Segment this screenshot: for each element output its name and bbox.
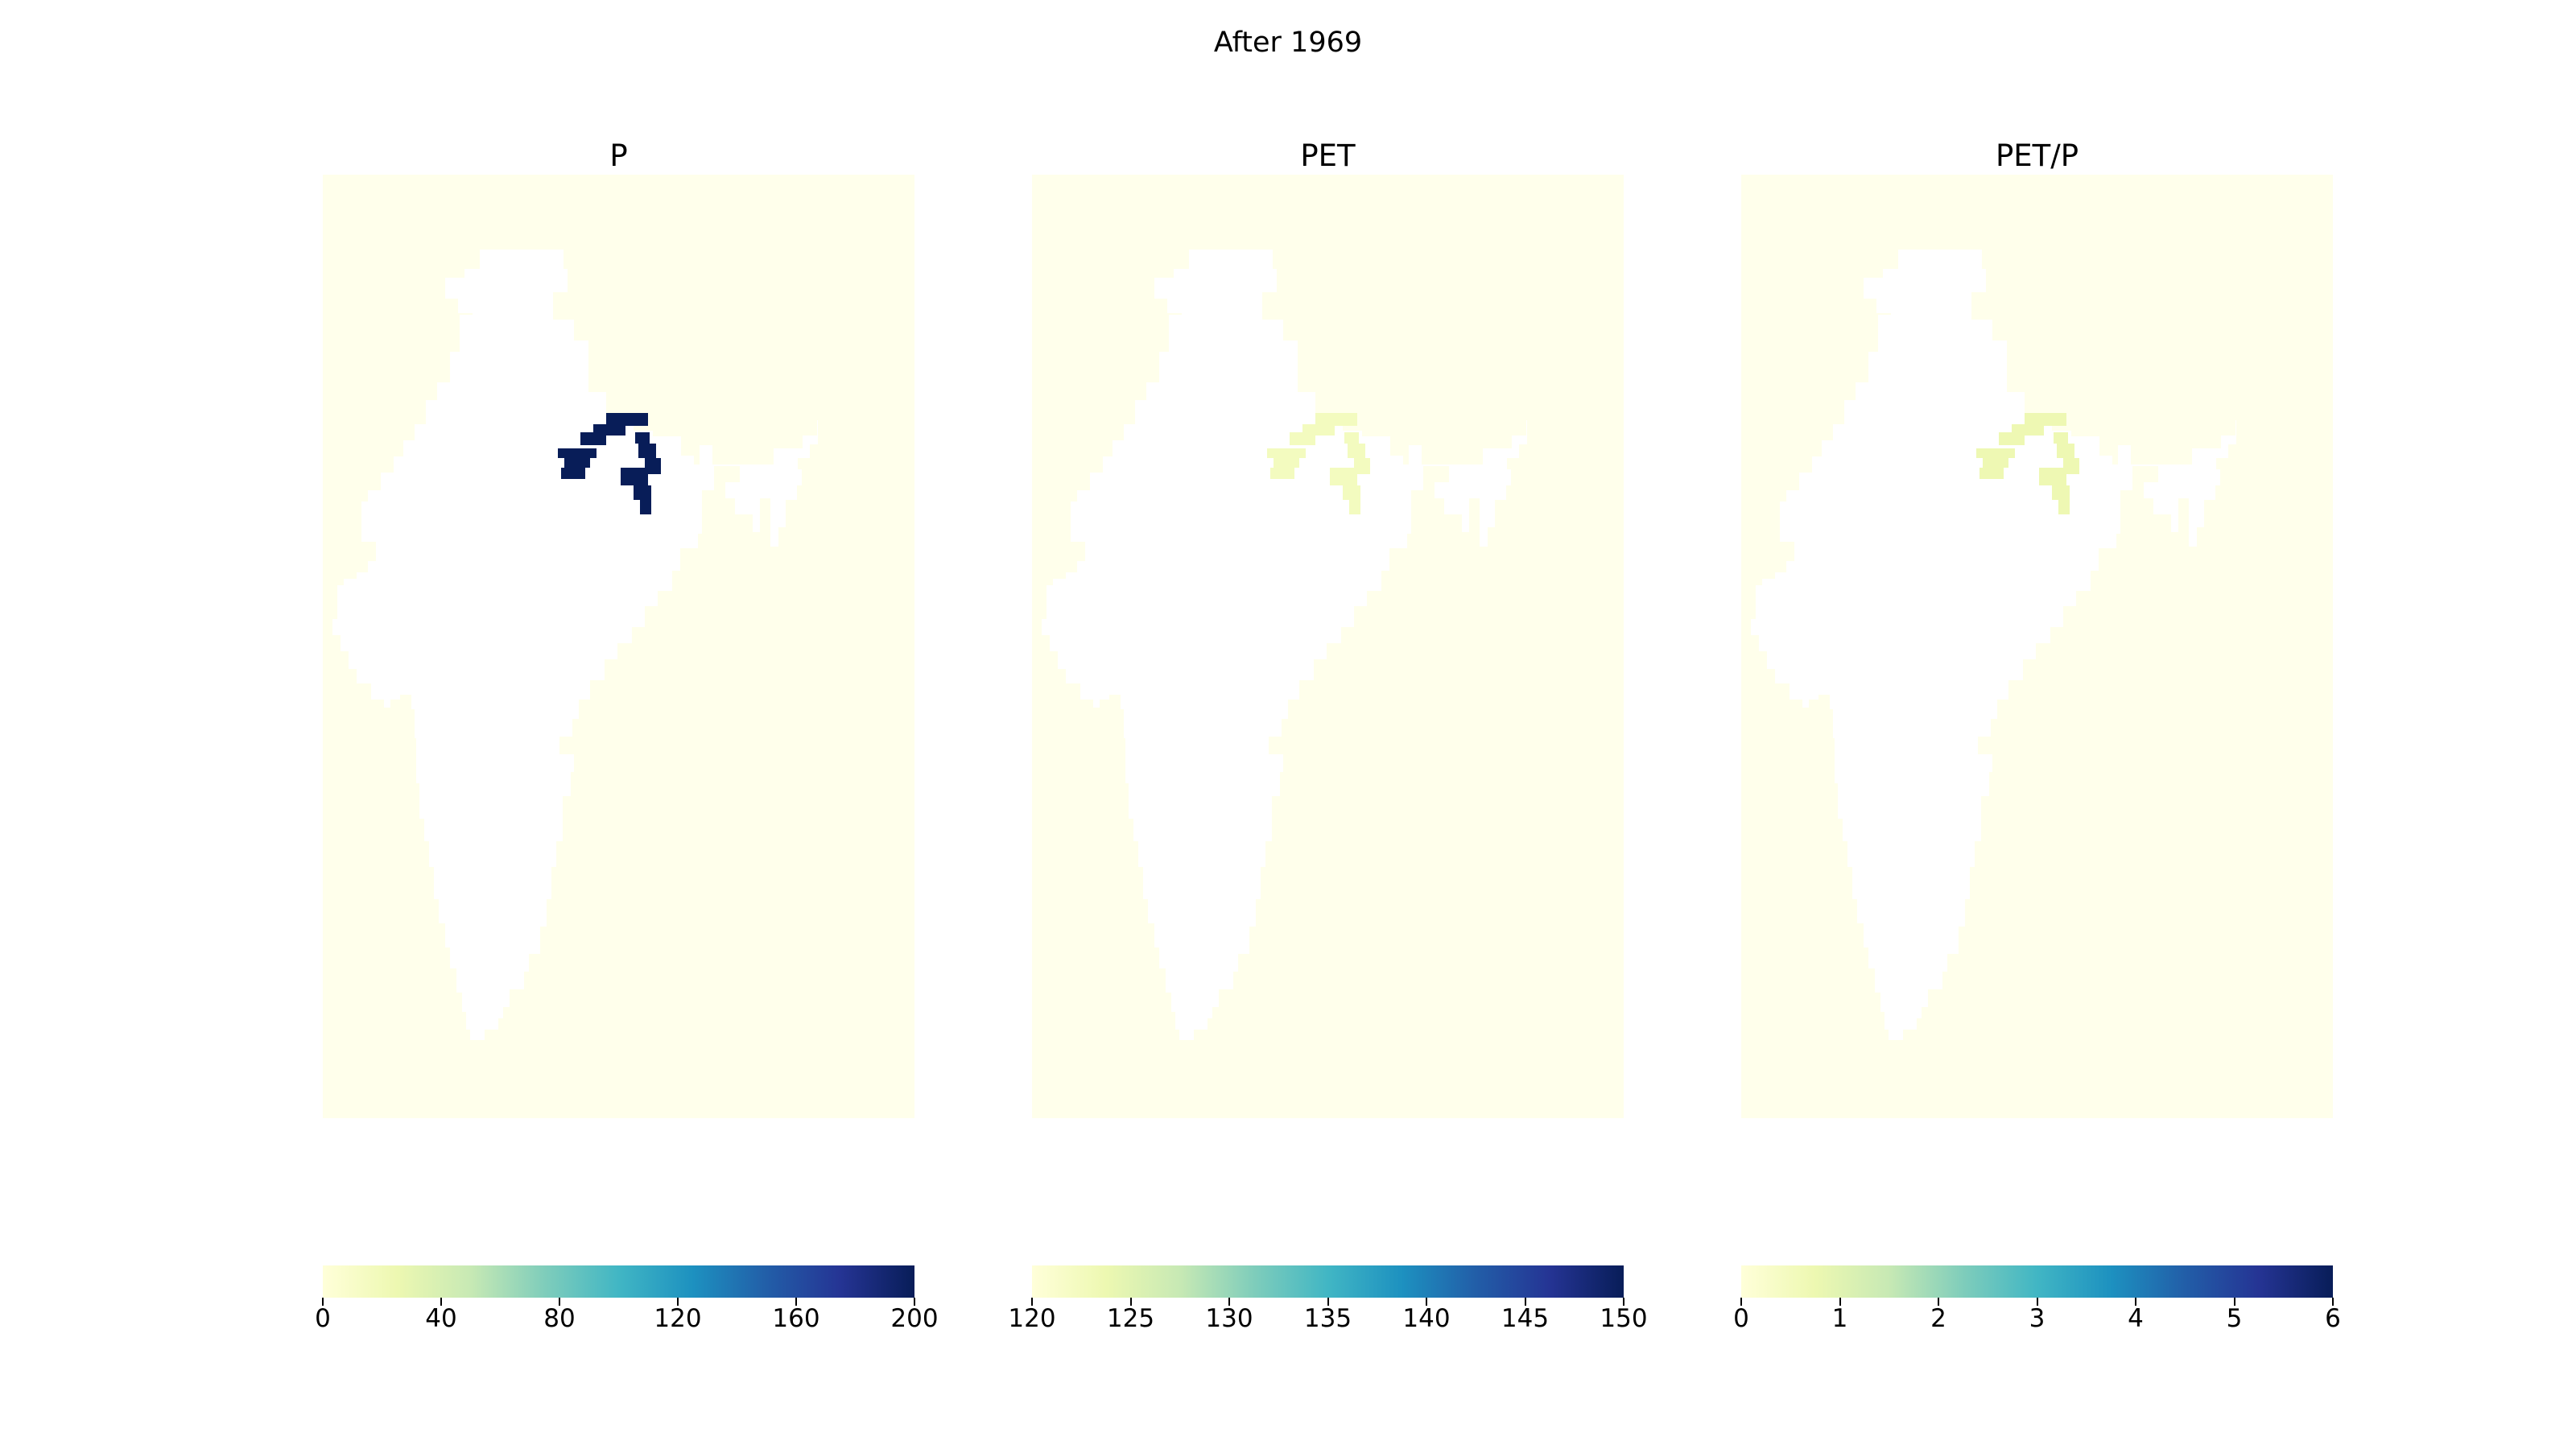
highlight-cell <box>1348 444 1365 458</box>
colorbar-tick-label: 40 <box>425 1304 457 1333</box>
colorbar-tick <box>559 1298 560 1306</box>
colorbar-tick <box>1327 1298 1329 1306</box>
colorbar-tick <box>1031 1298 1033 1306</box>
land-mass <box>1042 250 1527 1040</box>
highlight-cell <box>2052 485 2070 500</box>
highlight-cell <box>2054 432 2068 444</box>
colorbar-tick-label: 120 <box>654 1304 702 1333</box>
colorbar-tick-label: 1 <box>1831 1304 1848 1333</box>
highlight-cell <box>1330 468 1357 485</box>
colorbar-tick <box>1938 1298 1939 1306</box>
colorbar-tick <box>1839 1298 1841 1306</box>
colorbar-pet-p <box>1741 1265 2333 1298</box>
colorbar-tick <box>1129 1298 1132 1306</box>
highlight-cell <box>1343 485 1360 500</box>
colorbar-tick <box>677 1298 679 1306</box>
colorbar-tick-label: 145 <box>1501 1304 1550 1333</box>
colorbar-tick-label: 2 <box>1930 1304 1946 1333</box>
highlight-cell <box>2039 468 2066 485</box>
highlight-cell <box>2012 424 2044 436</box>
colorbar-tick-label: 6 <box>2325 1304 2341 1333</box>
colorbar-tick-label: 120 <box>1008 1304 1056 1333</box>
figure-title: After 1969 <box>1213 27 1363 59</box>
colorbar-tick-label: 150 <box>1600 1304 1648 1333</box>
colorbar-gradient <box>1032 1265 1624 1298</box>
map-panel-pet-p <box>1741 175 2333 1118</box>
colorbar-gradient <box>1741 1265 2333 1298</box>
highlight-region <box>1976 413 2079 514</box>
map-panel-pet <box>1032 175 1624 1118</box>
colorbar-tick-label: 80 <box>543 1304 576 1333</box>
highlight-cell <box>1976 448 2015 458</box>
colorbar-tick-label: 200 <box>890 1304 939 1333</box>
colorbar-pet <box>1032 1265 1624 1298</box>
highlight-cell <box>638 444 656 458</box>
colorbar-tick <box>1228 1298 1230 1306</box>
colorbar-tick-label: 0 <box>1733 1304 1749 1333</box>
colorbar-tick-label: 125 <box>1106 1304 1155 1333</box>
highlight-cell <box>1270 468 1294 479</box>
colorbar-tick-label: 140 <box>1402 1304 1451 1333</box>
colorbar-gradient <box>323 1265 914 1298</box>
colorbar-tick-label: 0 <box>315 1304 331 1333</box>
colorbar-tick-label: 135 <box>1303 1304 1352 1333</box>
highlight-cell <box>593 424 625 436</box>
colorbar-p <box>323 1265 914 1298</box>
highlight-cell <box>1979 468 2004 479</box>
highlight-cell <box>2057 444 2074 458</box>
highlight-cell <box>1344 432 1359 444</box>
highlight-cell <box>1983 458 2008 468</box>
highlight-cell <box>606 413 648 426</box>
colorbar-tick <box>1623 1298 1624 1306</box>
land-mass <box>1751 250 2236 1040</box>
colorbar-tick-label: 130 <box>1205 1304 1253 1333</box>
colorbar-tick <box>1740 1298 1742 1306</box>
highlight-cell <box>1274 458 1299 468</box>
highlight-cell <box>621 468 648 485</box>
colorbar-tick <box>2036 1298 2038 1306</box>
colorbar-tick <box>322 1298 324 1306</box>
highlight-cell <box>2025 413 2066 426</box>
colorbar-tick-label: 160 <box>772 1304 820 1333</box>
highlight-cell <box>558 448 597 458</box>
panel-title-pet-p: PET/P <box>1995 138 2079 173</box>
highlight-cell <box>1302 424 1335 436</box>
highlight-cell <box>1349 500 1360 514</box>
highlight-cell <box>1315 413 1357 426</box>
highlight-cell <box>2058 500 2070 514</box>
colorbar-tick <box>795 1298 797 1306</box>
colorbar-tick-label: 5 <box>2226 1304 2243 1333</box>
colorbar-tick-label: 3 <box>2029 1304 2046 1333</box>
colorbar-tick <box>2233 1298 2235 1306</box>
highlight-cell <box>561 468 585 479</box>
highlight-cell <box>1354 458 1370 474</box>
land-mass <box>332 250 818 1040</box>
highlight-cell <box>634 485 651 500</box>
highlight-region <box>558 413 661 514</box>
colorbar-tick <box>1524 1298 1526 1306</box>
highlight-cell <box>635 432 650 444</box>
panel-title-p: P <box>609 138 628 173</box>
highlight-cell <box>645 458 661 474</box>
highlight-region <box>1267 413 1370 514</box>
highlight-cell <box>640 500 651 514</box>
highlight-cell <box>2063 458 2079 474</box>
highlight-cell <box>564 458 590 468</box>
highlight-cell <box>1267 448 1306 458</box>
colorbar-tick-label: 4 <box>2128 1304 2144 1333</box>
map-panel-p <box>323 175 914 1118</box>
colorbar-tick <box>2135 1298 2136 1306</box>
colorbar-tick <box>1426 1298 1427 1306</box>
panel-title-pet: PET <box>1300 138 1356 173</box>
colorbar-tick <box>440 1298 442 1306</box>
colorbar-tick <box>914 1298 915 1306</box>
colorbar-tick <box>2332 1298 2334 1306</box>
